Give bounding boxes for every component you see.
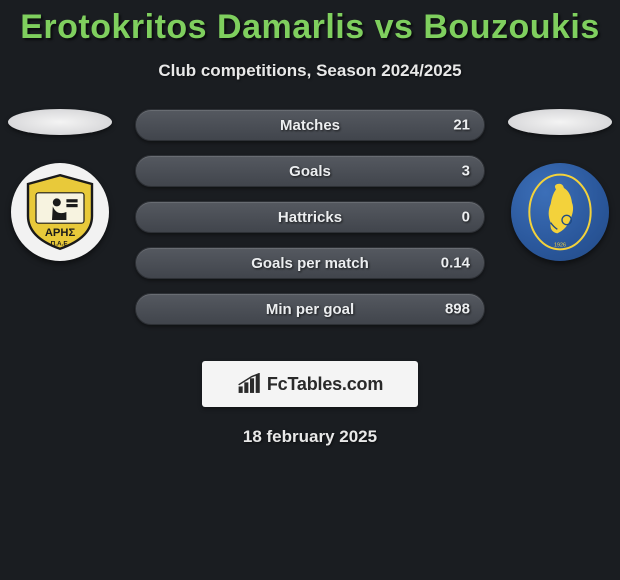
aris-crest-icon: ΑΡΗΣ Π.Α.Ε. (20, 172, 100, 252)
svg-text:ΑΡΗΣ: ΑΡΗΣ (45, 227, 76, 239)
stat-row-hattricks: Hattricks 0 (135, 201, 485, 233)
brand-text: FcTables.com (267, 374, 383, 395)
svg-text:Π.Α.Ε.: Π.Α.Ε. (51, 241, 70, 248)
stat-label: Goals per match (251, 255, 369, 272)
stat-label: Matches (280, 117, 340, 134)
stat-right-value: 0 (462, 209, 470, 226)
stat-row-matches: Matches 21 (135, 109, 485, 141)
stat-row-goals-per-match: Goals per match 0.14 (135, 247, 485, 279)
stat-rows: Matches 21 Goals 3 Hattricks 0 Goals per… (135, 109, 485, 325)
left-player-column: ΑΡΗΣ Π.Α.Ε. (0, 109, 120, 261)
stat-label: Hattricks (278, 209, 342, 226)
stat-right-value: 21 (453, 117, 470, 134)
right-player-column: 1926 (500, 109, 620, 261)
bar-chart-icon (237, 373, 263, 395)
stats-area: ΑΡΗΣ Π.Α.Ε. 1926 Matches 21 (0, 109, 620, 339)
left-name-oval (8, 109, 112, 135)
date-text: 18 february 2025 (0, 427, 620, 447)
svg-text:1926: 1926 (554, 243, 566, 249)
stat-right-value: 0.14 (441, 255, 470, 272)
subtitle: Club competitions, Season 2024/2025 (0, 61, 620, 81)
stat-label: Min per goal (266, 301, 354, 318)
right-name-oval (508, 109, 612, 135)
page-title: Erotokritos Damarlis vs Bouzoukis (0, 8, 620, 47)
left-club-badge: ΑΡΗΣ Π.Α.Ε. (11, 163, 109, 261)
stat-row-goals: Goals 3 (135, 155, 485, 187)
stat-right-value: 898 (445, 301, 470, 318)
right-club-badge: 1926 (511, 163, 609, 261)
stat-row-min-per-goal: Min per goal 898 (135, 293, 485, 325)
brand-box: FcTables.com (202, 361, 418, 407)
panetolikos-crest-icon: 1926 (525, 172, 595, 252)
stat-right-value: 3 (462, 163, 470, 180)
stat-label: Goals (289, 163, 331, 180)
